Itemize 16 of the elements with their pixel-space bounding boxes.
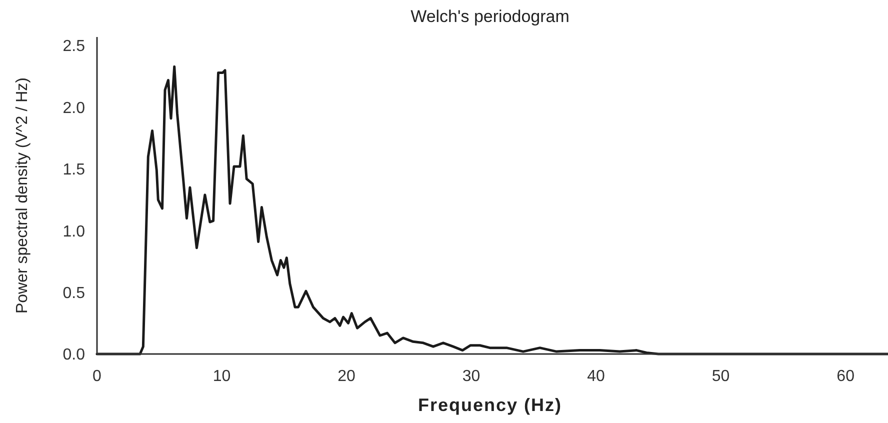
x-tick-label: 60 xyxy=(836,368,855,385)
y-tick-label: 1.0 xyxy=(62,223,86,240)
x-tick-label: 20 xyxy=(338,368,356,385)
y-tick-label: 0.0 xyxy=(62,346,86,364)
x-tick-label: 30 xyxy=(462,368,480,385)
x-tick-label: 0 xyxy=(92,368,102,385)
x-tick-label: 50 xyxy=(712,368,730,385)
chart-title: Welch's periodogram xyxy=(410,7,570,26)
y-tick-label: 1.5 xyxy=(62,162,86,179)
x-tick-label: 10 xyxy=(212,368,231,385)
y-tick-label: 2.5 xyxy=(62,38,86,56)
y-tick-label: 2.0 xyxy=(62,100,86,117)
y-tick-label: 0.5 xyxy=(62,284,86,302)
y-axis-title: Power spectral density (V^2 / Hz) xyxy=(14,77,31,314)
x-axis-title: Frequency (Hz) xyxy=(418,395,562,415)
x-tick-label: 40 xyxy=(587,368,606,385)
